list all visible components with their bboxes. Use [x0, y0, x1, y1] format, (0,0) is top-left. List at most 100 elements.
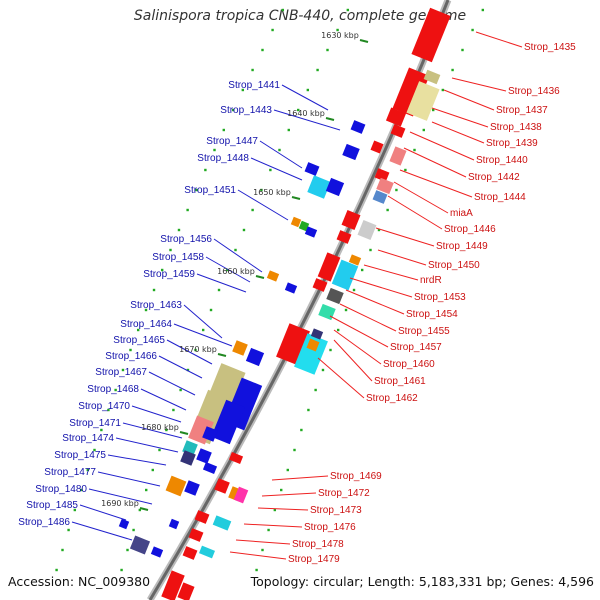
gene-feature[interactable] [390, 124, 406, 138]
gene-feature[interactable] [211, 399, 245, 445]
gene-label-forward[interactable]: Strop_1457 [390, 342, 442, 353]
gene-label-reverse[interactable]: Strop_1470 [78, 401, 130, 412]
gene-feature[interactable] [161, 570, 185, 600]
gene-feature[interactable] [304, 162, 320, 176]
gene-feature[interactable] [326, 287, 344, 305]
gene-feature[interactable] [342, 143, 360, 161]
gene-feature[interactable] [298, 220, 310, 232]
gene-feature[interactable] [232, 340, 248, 356]
gene-label-forward[interactable]: Strop_1462 [366, 393, 418, 404]
gene-label-forward[interactable]: Strop_1455 [398, 326, 450, 337]
gene-label-reverse[interactable]: Strop_1441 [228, 80, 280, 91]
gene-label-forward[interactable]: Strop_1437 [496, 105, 548, 116]
gene-feature[interactable] [118, 518, 130, 530]
gene-feature[interactable] [370, 140, 384, 154]
gene-label-forward[interactable]: Strop_1478 [292, 539, 344, 550]
gene-feature[interactable] [392, 67, 430, 117]
gene-feature[interactable] [290, 216, 302, 228]
gene-feature[interactable] [165, 475, 187, 497]
gene-label-forward[interactable]: Strop_1449 [436, 241, 488, 252]
gene-label-forward[interactable]: Strop_1460 [383, 359, 435, 370]
gene-label-reverse[interactable]: Strop_1486 [18, 517, 70, 528]
gene-label-forward[interactable]: Strop_1450 [428, 260, 480, 271]
gene-label-reverse[interactable]: Strop_1467 [95, 367, 147, 378]
gene-feature[interactable] [284, 282, 298, 294]
gene-label-forward[interactable]: Strop_1438 [490, 122, 542, 133]
gene-label-forward[interactable]: nrdR [420, 275, 442, 286]
gene-label-forward[interactable]: Strop_1440 [476, 155, 528, 166]
gene-feature[interactable] [310, 328, 324, 340]
gene-label-reverse[interactable]: Strop_1474 [62, 433, 114, 444]
gene-feature[interactable] [214, 478, 230, 494]
gene-feature[interactable] [202, 426, 218, 442]
gene-feature[interactable] [266, 270, 280, 282]
gene-label-forward[interactable]: Strop_1476 [304, 522, 356, 533]
gene-feature[interactable] [194, 510, 210, 524]
gene-label-forward[interactable]: Strop_1453 [414, 292, 466, 303]
gene-feature[interactable] [202, 462, 218, 474]
gene-feature[interactable] [389, 146, 407, 166]
gene-label-reverse[interactable]: Strop_1477 [44, 467, 96, 478]
gene-feature[interactable] [350, 120, 366, 134]
gene-feature[interactable] [129, 535, 151, 555]
gene-feature[interactable] [177, 582, 195, 600]
gene-feature[interactable] [318, 303, 336, 321]
gene-label-reverse[interactable]: Strop_1459 [143, 269, 195, 280]
gene-label-forward[interactable]: Strop_1435 [524, 42, 576, 53]
gene-feature[interactable] [376, 177, 394, 195]
gene-feature[interactable] [276, 323, 310, 365]
gene-feature[interactable] [245, 347, 265, 367]
gene-label-reverse[interactable]: Strop_1458 [152, 252, 204, 263]
gene-label-reverse[interactable]: Strop_1447 [206, 136, 258, 147]
gene-label-reverse[interactable]: Strop_1480 [35, 484, 87, 495]
gene-feature[interactable] [233, 486, 249, 504]
gene-label-forward[interactable]: Strop_1442 [468, 172, 520, 183]
gene-feature[interactable] [423, 69, 441, 85]
gene-label-forward[interactable]: Strop_1439 [486, 138, 538, 149]
gene-label-forward[interactable]: Strop_1479 [288, 554, 340, 565]
gene-label-forward[interactable]: miaA [450, 208, 473, 219]
gene-feature[interactable] [304, 226, 318, 238]
gene-label-forward[interactable]: Strop_1473 [310, 505, 362, 516]
gene-feature[interactable] [341, 209, 361, 231]
gene-feature[interactable] [331, 259, 359, 291]
gene-feature[interactable] [325, 177, 345, 197]
gene-feature[interactable] [182, 546, 198, 560]
gene-label-reverse[interactable]: Strop_1443 [220, 105, 272, 116]
gene-feature[interactable] [385, 107, 407, 127]
gene-feature[interactable] [184, 480, 200, 496]
gene-label-reverse[interactable]: Strop_1468 [87, 384, 139, 395]
gene-label-forward[interactable]: Strop_1461 [374, 376, 426, 387]
gene-feature[interactable] [307, 175, 331, 199]
gene-label-reverse[interactable]: Strop_1464 [120, 319, 172, 330]
gene-label-forward[interactable]: Strop_1454 [406, 309, 458, 320]
gene-feature[interactable] [228, 452, 244, 464]
gene-feature[interactable] [212, 515, 232, 531]
gene-label-reverse[interactable]: Strop_1471 [69, 418, 121, 429]
gene-feature[interactable] [312, 278, 328, 292]
gene-label-forward[interactable]: Strop_1436 [508, 86, 560, 97]
gene-label-reverse[interactable]: Strop_1466 [105, 351, 157, 362]
gene-label-reverse[interactable]: Strop_1475 [54, 450, 106, 461]
gene-feature[interactable] [374, 168, 390, 182]
gene-label-forward[interactable]: Strop_1472 [318, 488, 370, 499]
gene-label-reverse[interactable]: Strop_1451 [184, 185, 236, 196]
gene-feature[interactable] [357, 219, 377, 241]
gene-feature[interactable] [168, 518, 180, 530]
gene-label-reverse[interactable]: Strop_1465 [113, 335, 165, 346]
gene-label-reverse[interactable]: Strop_1485 [26, 500, 78, 511]
gene-feature[interactable] [306, 338, 320, 352]
gene-label-reverse[interactable]: Strop_1456 [160, 234, 212, 245]
gene-feature[interactable] [188, 528, 204, 542]
gene-label-forward[interactable]: Strop_1469 [330, 471, 382, 482]
gene-label-reverse[interactable]: Strop_1463 [130, 300, 182, 311]
gene-feature[interactable] [336, 230, 352, 244]
gene-feature[interactable] [294, 333, 328, 375]
gene-label-reverse[interactable]: Strop_1448 [197, 153, 249, 164]
gene-feature[interactable] [406, 81, 440, 121]
gene-feature[interactable] [317, 252, 341, 282]
gene-feature[interactable] [180, 450, 196, 466]
gene-feature[interactable] [348, 254, 362, 266]
gene-feature[interactable] [196, 448, 212, 464]
